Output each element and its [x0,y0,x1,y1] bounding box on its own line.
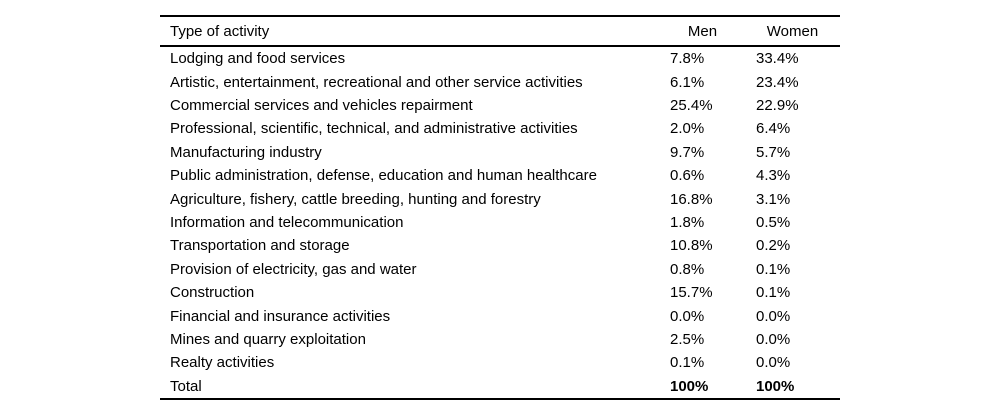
table-row: Public administration, defense, educatio… [160,164,840,187]
women-value-cell: 0.2% [756,237,791,255]
column-header-men: Men [687,22,718,40]
table-row: Artistic, entertainment, recreational an… [160,70,840,93]
men-value-cell: 0.0% [670,307,705,325]
women-value-cell: 23.4% [756,73,799,91]
table-row: Transportation and storage 10.8% 0.2% [160,234,840,257]
women-value-cell: 22.9% [756,97,799,115]
men-value-cell: 25.4% [670,97,713,115]
table-row: Financial and insurance activities 0.0% … [160,304,840,327]
activity-cell: Realty activities [170,354,275,372]
women-value-cell: 0.0% [756,307,791,325]
women-value-cell: 3.1% [756,190,791,208]
women-value-cell: 6.4% [756,120,791,138]
table-row: Information and telecommunication 1.8% 0… [160,211,840,234]
women-value-cell: 0.1% [756,260,791,278]
activity-cell: Provision of electricity, gas and water [170,260,417,278]
top-rule [160,15,840,17]
activity-table: Type of activity Men Women Lodging and f… [160,15,840,400]
men-value-cell: 6.1% [670,73,705,91]
women-value-cell: 5.7% [756,143,791,161]
men-value-cell: 0.1% [670,354,705,372]
bottom-rule [160,398,840,400]
column-header-activity: Type of activity [170,22,270,40]
table-row: Commercial services and vehicles repairm… [160,94,840,117]
table-body: Lodging and food services 7.8% 33.4% Art… [160,47,840,398]
men-value-cell: 15.7% [670,284,713,302]
table-row: Manufacturing industry 9.7% 5.7% [160,141,840,164]
men-value-cell: 7.8% [670,50,705,68]
table-row: Mines and quarry exploitation 2.5% 0.0% [160,328,840,351]
total-women-cell: 100% [756,377,795,395]
women-value-cell: 0.1% [756,284,791,302]
women-value-cell: 0.5% [756,214,791,232]
activity-cell: Commercial services and vehicles repairm… [170,97,473,115]
men-value-cell: 9.7% [670,143,705,161]
total-label-cell: Total [170,377,202,395]
column-header-women: Women [766,22,819,40]
activity-cell: Information and telecommunication [170,214,404,232]
header-rule [160,45,840,47]
table-row: Provision of electricity, gas and water … [160,258,840,281]
table-row: Construction 15.7% 0.1% [160,281,840,304]
table-row: Agriculture, fishery, cattle breeding, h… [160,187,840,210]
table-row: Lodging and food services 7.8% 33.4% [160,47,840,70]
activity-cell: Construction [170,284,255,302]
activity-cell: Agriculture, fishery, cattle breeding, h… [170,190,541,208]
men-value-cell: 0.6% [670,167,705,185]
women-value-cell: 0.0% [756,354,791,372]
activity-cell: Public administration, defense, educatio… [170,167,597,185]
activity-cell: Transportation and storage [170,237,350,255]
men-value-cell: 10.8% [670,237,713,255]
women-value-cell: 4.3% [756,167,791,185]
activity-cell: Mines and quarry exploitation [170,331,366,349]
table-total-row: Total 100% 100% [160,375,840,398]
activity-cell: Lodging and food services [170,50,346,68]
activity-cell: Professional, scientific, technical, and… [170,120,578,138]
activity-cell: Financial and insurance activities [170,307,391,325]
women-value-cell: 0.0% [756,331,791,349]
table-header-row: Type of activity Men Women [160,17,840,45]
table-row: Professional, scientific, technical, and… [160,117,840,140]
men-value-cell: 0.8% [670,260,705,278]
men-value-cell: 1.8% [670,214,705,232]
men-value-cell: 2.5% [670,331,705,349]
table-row: Realty activities 0.1% 0.0% [160,351,840,374]
total-men-cell: 100% [670,377,709,395]
men-value-cell: 16.8% [670,190,713,208]
men-value-cell: 2.0% [670,120,705,138]
women-value-cell: 33.4% [756,50,799,68]
activity-cell: Artistic, entertainment, recreational an… [170,73,583,91]
activity-cell: Manufacturing industry [170,143,322,161]
